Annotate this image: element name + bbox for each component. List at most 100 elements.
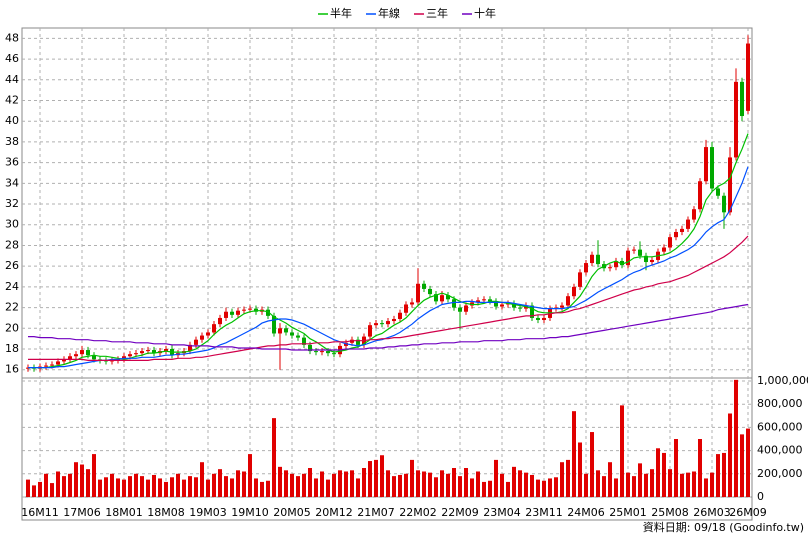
volume-bar	[68, 473, 72, 497]
candle-body	[164, 349, 168, 352]
volume-bar	[92, 454, 96, 497]
volume-bar	[356, 478, 360, 497]
candle-body	[224, 311, 228, 318]
volume-bar	[590, 432, 594, 497]
volume-bar	[338, 470, 342, 497]
candle-body	[296, 335, 300, 338]
volume-bar	[404, 473, 408, 497]
candle-body	[404, 304, 408, 313]
candle-body	[698, 181, 702, 210]
volume-tick-label: 1,000,000	[757, 374, 808, 387]
legend-label: 半年	[330, 6, 352, 20]
volume-bar	[686, 472, 690, 497]
volume-bar	[488, 480, 492, 497]
candle-body	[230, 311, 234, 315]
candle-body	[128, 354, 132, 357]
x-tick-label: 18M01	[105, 506, 143, 519]
volume-bar	[668, 469, 672, 497]
volume-bar	[26, 479, 30, 497]
volume-bar	[542, 480, 546, 497]
volume-bar	[536, 479, 540, 497]
candle-body	[692, 209, 696, 220]
ma-line	[28, 235, 749, 361]
volume-bar	[200, 462, 204, 497]
candle-body	[662, 247, 666, 252]
candle-body	[92, 355, 96, 360]
candle-body	[356, 339, 360, 345]
volume-bar	[170, 477, 174, 497]
volume-bar	[230, 478, 234, 497]
candle-body	[236, 310, 240, 315]
volume-bar	[164, 481, 168, 497]
volume-bar	[452, 468, 456, 497]
volume-bar	[128, 476, 132, 497]
volume-bar	[38, 481, 42, 497]
candle-body	[452, 299, 456, 308]
candle-body	[314, 351, 318, 353]
volume-bar	[722, 452, 726, 497]
candle-body	[308, 344, 312, 352]
volume-bar	[662, 452, 666, 497]
volume-bar	[320, 471, 324, 497]
volume-bar	[656, 448, 660, 497]
candle-body	[488, 299, 492, 302]
volume-bar	[386, 470, 390, 497]
volume-bar	[512, 466, 516, 497]
candle-body	[668, 237, 672, 248]
volume-bar	[530, 474, 534, 497]
volume-bar	[524, 472, 528, 497]
volume-bar	[620, 405, 624, 497]
volume-bar	[734, 379, 738, 497]
y-tick-label: 48	[5, 31, 19, 44]
candle-body	[650, 259, 654, 263]
candle-body	[560, 305, 564, 308]
candle-body	[566, 296, 570, 306]
candle-body	[434, 294, 438, 302]
candle-body	[392, 318, 396, 322]
candle-body	[458, 307, 462, 312]
y-tick-label: 26	[5, 259, 19, 272]
volume-bar	[176, 473, 180, 497]
volume-bar	[434, 477, 438, 497]
candle-body	[146, 350, 150, 352]
volume-bar	[140, 476, 144, 497]
volume-tick-label: 800,000	[757, 397, 803, 410]
y-tick-label: 46	[5, 52, 19, 65]
volume-bar	[182, 479, 186, 497]
volume-bar	[644, 473, 648, 497]
ma-line	[28, 303, 749, 351]
candle-body	[422, 283, 426, 289]
candle-body	[398, 312, 402, 319]
volume-bar	[86, 469, 90, 497]
candle-body	[242, 309, 246, 311]
ma-line	[28, 133, 749, 369]
volume-bar	[344, 471, 348, 497]
volume-tick-label: 400,000	[757, 444, 803, 457]
candle-body	[326, 351, 330, 354]
candle-body	[722, 195, 726, 213]
candle-body	[728, 157, 732, 213]
candle-body	[530, 305, 534, 318]
candle-body	[590, 254, 594, 264]
y-tick-label: 42	[5, 93, 19, 106]
volume-bar	[608, 462, 612, 497]
candle-body	[152, 350, 156, 354]
volume-bar	[308, 468, 312, 497]
candle-body	[440, 295, 444, 302]
volume-bar	[710, 472, 714, 497]
x-tick-label: 22M09	[441, 506, 479, 519]
y-tick-label: 34	[5, 176, 19, 189]
volume-bar	[446, 473, 450, 497]
volume-bar	[578, 442, 582, 497]
volume-bar	[704, 478, 708, 497]
volume-bar	[482, 481, 486, 497]
y-tick-label: 40	[5, 114, 19, 127]
volume-bar	[728, 413, 732, 497]
volume-bar	[440, 470, 444, 497]
volume-bar	[206, 479, 210, 497]
x-tick-label: 22M02	[399, 506, 437, 519]
candle-body	[44, 365, 48, 367]
candle-body	[380, 323, 384, 325]
candle-body	[476, 300, 480, 303]
candle-body	[290, 332, 294, 336]
